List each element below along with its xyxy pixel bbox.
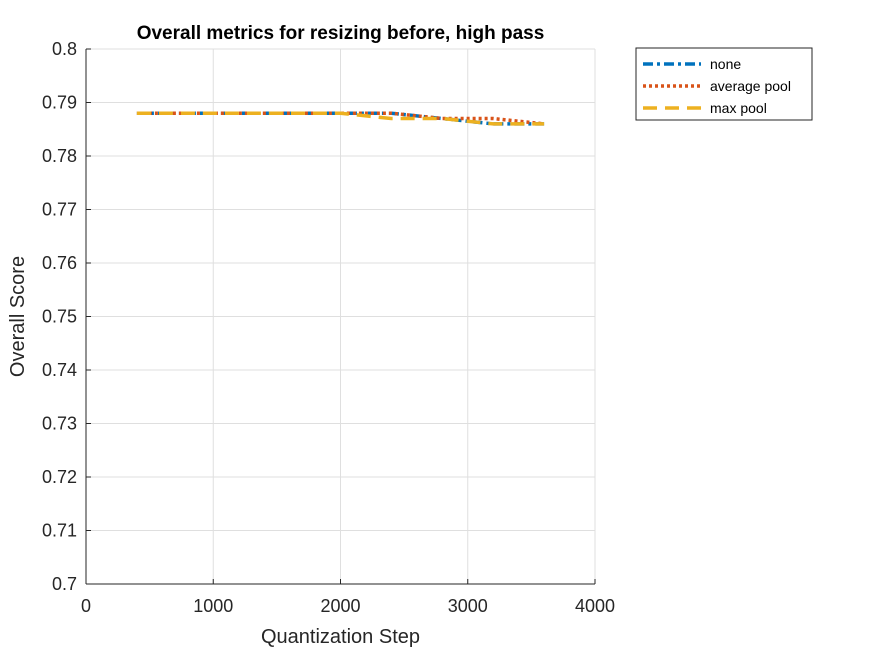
x-tick-label: 2000: [320, 596, 360, 616]
y-tick-label: 0.8: [52, 39, 77, 59]
legend: none average pool max pool: [635, 47, 813, 121]
legend-items: none average pool max pool: [643, 56, 791, 116]
x-tick-label: 4000: [575, 596, 615, 616]
y-tick-label: 0.75: [42, 307, 77, 327]
chart-title: Overall metrics for resizing before, hig…: [137, 23, 545, 44]
tick-labels: 0 1000 2000 3000 4000 0.7 0.71 0.72 0.73 0.74 0.75…: [42, 39, 615, 616]
y-tick-label: 0.71: [42, 521, 77, 541]
x-tick-label: 3000: [448, 596, 488, 616]
legend-label: average pool: [710, 78, 791, 94]
x-axis-label: Quantization Step: [261, 626, 420, 648]
y-tick-label: 0.73: [42, 414, 77, 434]
y-tick-label: 0.72: [42, 467, 77, 487]
plot-area: 0 1000 2000 3000 4000 0.7 0.71 0.72 0.73 0.74 0.75…: [42, 39, 615, 616]
y-tick-label: 0.77: [42, 200, 77, 220]
tick-marks: [85, 48, 596, 585]
y-tick-label: 0.76: [42, 253, 77, 273]
x-tick-label: 0: [81, 596, 91, 616]
y-tick-label: 0.7: [52, 574, 77, 594]
series-lines: [136, 111, 545, 126]
series-line-max-pool: [136, 111, 545, 126]
y-tick-label: 0.78: [42, 146, 77, 166]
x-tick-label: 1000: [193, 596, 233, 616]
legend-label: none: [710, 56, 741, 72]
legend-label: max pool: [710, 100, 767, 116]
y-tick-label: 0.74: [42, 360, 77, 380]
y-axis-label: Overall Score: [7, 256, 29, 377]
y-tick-label: 0.79: [42, 93, 77, 113]
